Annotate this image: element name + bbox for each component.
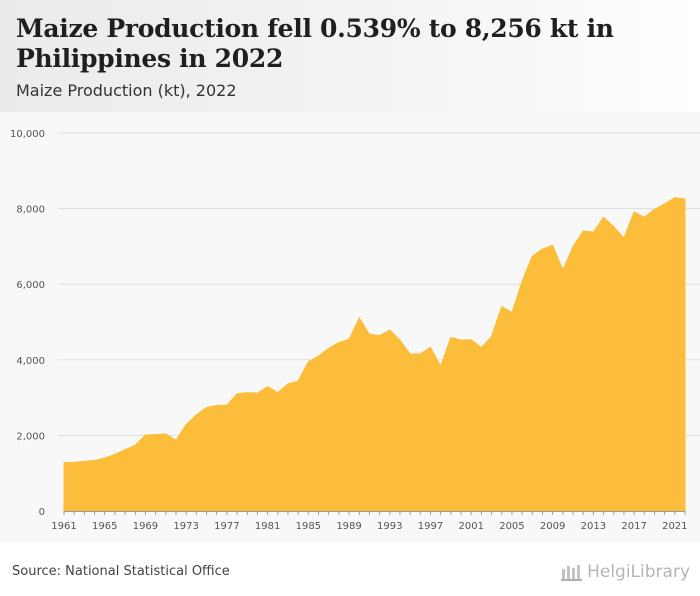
x-tick-label: 2009 (540, 521, 565, 532)
area-series (62, 196, 687, 512)
x-tick-label: 1969 (133, 521, 158, 532)
data-point (215, 404, 219, 408)
data-point (540, 247, 544, 251)
logo-text: HelgiLibrary (587, 562, 690, 582)
data-point (500, 305, 504, 309)
data-point (581, 229, 585, 233)
x-tick-label: 2017 (621, 521, 646, 532)
data-point (469, 338, 473, 342)
data-point (490, 334, 494, 338)
header-band: Maize Production fell 0.539% to 8,256 kt… (0, 0, 700, 112)
x-tick-label: 1985 (296, 521, 321, 532)
data-point (317, 354, 321, 358)
data-point (133, 443, 137, 447)
data-point (428, 345, 432, 349)
data-point (205, 405, 209, 409)
y-tick-label: 2,000 (16, 431, 45, 442)
data-point (663, 202, 667, 206)
data-point (123, 448, 127, 452)
data-point (276, 391, 280, 395)
x-tick-label: 1993 (377, 521, 402, 532)
data-point (113, 452, 117, 456)
x-tick-label: 2005 (499, 521, 524, 532)
x-axis: 1961 1965 1969 1973 1977 1981 1985 1989 1993 1997… (51, 511, 688, 532)
data-point (255, 391, 259, 395)
data-point (184, 422, 188, 426)
data-point (561, 268, 565, 272)
data-point (652, 207, 656, 211)
data-point (235, 392, 239, 396)
data-point (571, 245, 575, 249)
x-tick-label: 1989 (336, 521, 361, 532)
data-point (164, 432, 168, 436)
data-point (408, 352, 412, 356)
data-point (72, 460, 76, 464)
data-point (479, 346, 483, 350)
y-tick-label: 0 (39, 507, 45, 518)
x-tick-label: 1997 (418, 521, 443, 532)
data-point (602, 215, 606, 219)
data-point (367, 332, 371, 336)
data-point (683, 197, 687, 201)
data-point (306, 360, 310, 364)
data-point (174, 438, 178, 442)
data-point (551, 243, 555, 247)
data-point (378, 334, 382, 338)
data-point (612, 225, 616, 229)
y-axis-ticks: 0 2,000 4,000 6,000 8,000 10,000 (10, 129, 45, 518)
data-point (225, 403, 229, 407)
x-tick-label: 1981 (255, 521, 280, 532)
data-point (510, 311, 514, 315)
y-tick-label: 8,000 (16, 205, 45, 216)
data-point (327, 346, 331, 350)
x-tick-label: 1977 (214, 521, 239, 532)
data-point (154, 433, 158, 437)
data-point (388, 328, 392, 332)
data-point (245, 391, 249, 395)
data-point (622, 236, 626, 240)
data-point (82, 459, 86, 463)
page-title: Maize Production fell 0.539% to 8,256 kt… (16, 14, 614, 73)
y-tick-label: 6,000 (16, 280, 45, 291)
data-point (591, 230, 595, 234)
x-tick-label: 2001 (458, 521, 483, 532)
source-note: Source: National Statistical Office (12, 564, 230, 579)
x-tick-label: 1961 (51, 521, 76, 532)
data-point (398, 338, 402, 342)
y-tick-label: 10,000 (10, 129, 45, 140)
data-point (642, 215, 646, 219)
helgilibrary-logo[interactable]: HelgiLibrary (561, 562, 690, 582)
data-point (103, 456, 107, 460)
library-icon (561, 565, 583, 581)
data-point (449, 335, 453, 339)
data-point (632, 210, 636, 214)
data-point (266, 385, 270, 389)
x-tick-label: 1973 (173, 521, 198, 532)
data-point (439, 364, 443, 368)
x-tick-label: 2021 (662, 521, 687, 532)
data-point (337, 340, 341, 344)
data-point (143, 433, 147, 437)
data-point (286, 382, 290, 386)
data-point (673, 196, 677, 200)
data-point (418, 352, 422, 356)
y-tick-label: 4,000 (16, 356, 45, 367)
data-point (62, 461, 66, 465)
x-tick-label: 2013 (581, 521, 606, 532)
data-point (520, 279, 524, 283)
x-tick-label: 1965 (92, 521, 117, 532)
data-point (194, 413, 198, 417)
maize-production-area (63, 197, 686, 512)
data-point (296, 379, 300, 383)
data-point (93, 458, 97, 462)
data-point (459, 338, 463, 342)
data-point (347, 337, 351, 341)
data-point (530, 254, 534, 258)
data-point (357, 316, 361, 320)
chart-subtitle: Maize Production (kt), 2022 (16, 81, 237, 100)
